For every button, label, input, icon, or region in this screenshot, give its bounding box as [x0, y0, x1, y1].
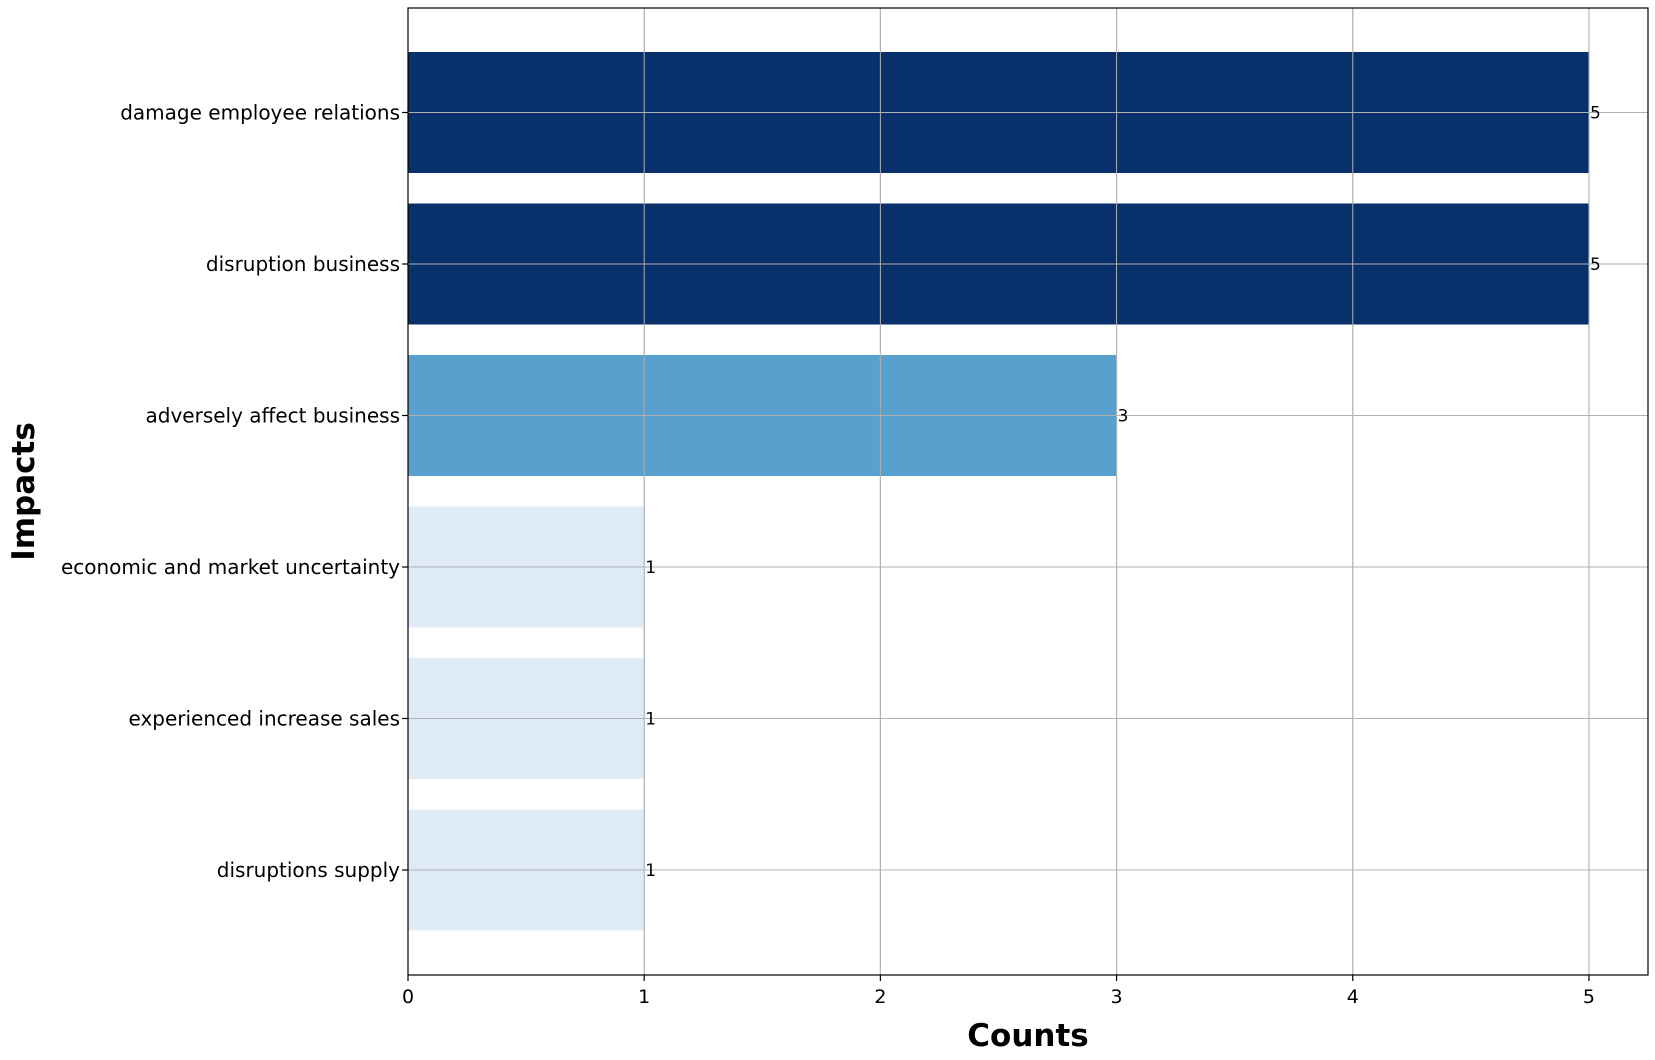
y-category-label: economic and market uncertainty: [61, 555, 400, 579]
bar-value-label: 1: [645, 558, 656, 578]
bar-value-label: 1: [645, 861, 656, 881]
y-axis-title: Impacts: [6, 422, 42, 561]
x-tick-label: 4: [1347, 986, 1359, 1008]
x-tick-label: 1: [638, 986, 650, 1008]
x-tick-label: 3: [1111, 986, 1123, 1008]
y-category-label: experienced increase sales: [128, 707, 400, 731]
x-tick-label: 2: [874, 986, 886, 1008]
y-category-label: disruption business: [206, 252, 400, 276]
y-axis-category-labels: damage employee relations disruption busi…: [61, 101, 408, 882]
bar-value-label: 3: [1118, 407, 1129, 427]
bar-value-label: 5: [1590, 104, 1601, 124]
bar-value-label: 1: [645, 710, 656, 730]
x-tick-label: 5: [1583, 986, 1595, 1008]
plot-frame: [407, 7, 1649, 976]
x-axis-title: Counts: [967, 1018, 1088, 1054]
y-category-label: disruptions supply: [217, 858, 400, 882]
bars: [408, 52, 1589, 931]
y-category-label: adversely affect business: [146, 404, 401, 428]
x-tick-label: 0: [402, 986, 414, 1008]
x-axis-ticks: 0 1 2 3 4 5: [402, 975, 1595, 1008]
bar-value-label: 5: [1590, 255, 1601, 275]
data-labels: 5 5 3 1 1 1: [645, 104, 1601, 882]
y-category-label: damage employee relations: [120, 101, 400, 125]
